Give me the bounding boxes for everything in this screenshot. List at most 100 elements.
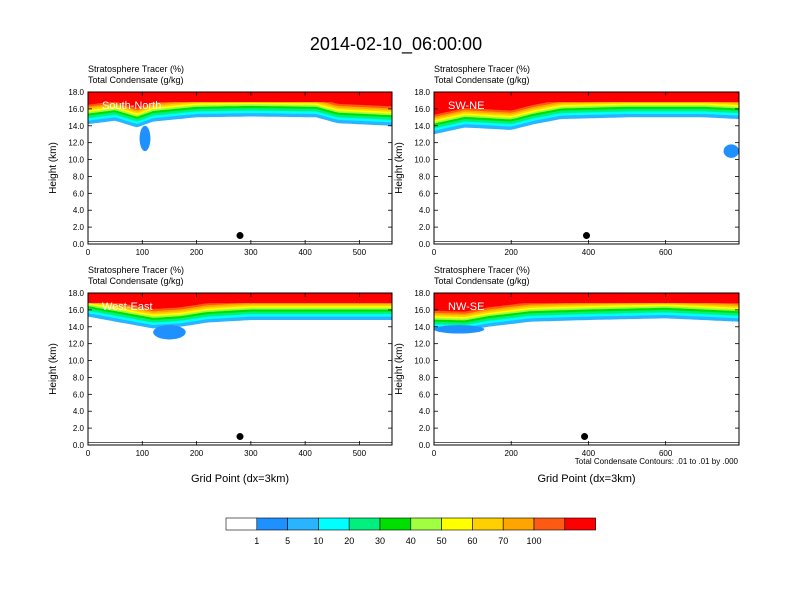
y-tick-label: 6.0 xyxy=(73,189,85,198)
x-tick-label: 100 xyxy=(136,248,150,257)
y-tick-label: 10.0 xyxy=(68,156,84,165)
panel-title-line: Total Condensate (g/kg) xyxy=(434,276,530,286)
panel-3: West-East Stratosphere Tracer (%)Total Co… xyxy=(48,265,393,485)
plot-frame xyxy=(433,292,740,446)
y-tick-label: 8.0 xyxy=(419,373,431,382)
x-tick-label: 200 xyxy=(505,248,519,257)
x-tick-label: 0 xyxy=(432,449,437,458)
y-tick-label: 2.0 xyxy=(419,223,431,232)
tracer-blob xyxy=(434,325,485,334)
x-tick-label: 600 xyxy=(659,248,673,257)
y-tick-label: 4.0 xyxy=(73,407,85,416)
colorbar-swatch xyxy=(472,517,504,531)
panel-title-line: Total Condensate (g/kg) xyxy=(88,276,184,286)
colorbar-swatch xyxy=(256,517,288,531)
colorbar-swatch xyxy=(564,517,596,531)
panel-title-line: Stratosphere Tracer (%) xyxy=(88,64,184,74)
colorbar-label: 100 xyxy=(526,536,541,546)
tracer-band-top xyxy=(88,293,392,304)
x-tick-label: 400 xyxy=(582,449,596,458)
tracer-band-top xyxy=(88,92,392,103)
tracer-blob xyxy=(723,144,739,158)
x-tick-label: 0 xyxy=(432,248,437,257)
x-tick-label: 400 xyxy=(582,248,596,257)
panel-title-line: Stratosphere Tracer (%) xyxy=(434,265,530,275)
colorbar-swatch xyxy=(225,517,258,531)
y-axis-label: Height (km) xyxy=(48,142,59,194)
panel-title-line: Stratosphere Tracer (%) xyxy=(88,265,184,275)
colorbar-swatch xyxy=(287,517,319,531)
plot-frame xyxy=(87,91,393,245)
colorbar-label: 60 xyxy=(467,536,477,546)
y-tick-label: 4.0 xyxy=(73,206,85,215)
y-tick-label: 14.0 xyxy=(68,323,84,332)
x-tick-label: 500 xyxy=(353,449,367,458)
y-tick-label: 2.0 xyxy=(73,424,85,433)
panel-label: NW-SE xyxy=(448,301,484,313)
panel-label: SW-NE xyxy=(448,100,484,112)
colorbar: 1 5 10 20 30 40 50 60 70 100 xyxy=(225,517,596,546)
y-tick-label: 16.0 xyxy=(414,306,430,315)
colorbar-swatch xyxy=(379,517,412,531)
y-tick-label: 18.0 xyxy=(68,289,84,298)
y-tick-label: 0.0 xyxy=(73,441,85,450)
contour-note: Total Condensate Contours: .01 to .01 by… xyxy=(575,457,739,466)
station-marker xyxy=(236,232,244,240)
y-tick-label: 18.0 xyxy=(68,88,84,97)
panel-label: South-North xyxy=(102,100,161,112)
y-tick-label: 12.0 xyxy=(68,340,84,349)
y-tick-label: 0.0 xyxy=(419,441,431,450)
x-tick-label: 100 xyxy=(136,449,150,458)
x-tick-label: 200 xyxy=(190,248,204,257)
y-tick-label: 0.0 xyxy=(419,240,431,249)
colorbar-label: 70 xyxy=(498,536,508,546)
colorbar-swatch xyxy=(441,517,473,531)
panel-label: West-East xyxy=(102,301,153,313)
colorbar-swatch xyxy=(533,517,566,531)
colorbar-label: 30 xyxy=(375,536,385,546)
y-axis-label: Height (km) xyxy=(394,142,405,194)
panel-title-line: Total Condensate (g/kg) xyxy=(88,75,184,85)
tracer-band-top xyxy=(434,92,739,103)
x-axis-label: Grid Point (dx=3km) xyxy=(537,473,635,485)
panel-title-line: Total Condensate (g/kg) xyxy=(434,75,530,85)
colorbar-swatch xyxy=(410,517,442,531)
x-tick-label: 500 xyxy=(353,248,367,257)
y-tick-label: 6.0 xyxy=(73,390,85,399)
plot-area xyxy=(434,92,739,242)
station-marker xyxy=(583,232,590,240)
y-tick-label: 10.0 xyxy=(68,357,84,366)
tracer-band-top xyxy=(434,293,739,304)
station-marker xyxy=(236,433,244,441)
plot-area xyxy=(88,92,392,242)
y-tick-label: 8.0 xyxy=(73,373,85,382)
x-tick-label: 600 xyxy=(659,449,673,458)
y-tick-label: 8.0 xyxy=(73,172,85,181)
y-tick-label: 6.0 xyxy=(419,390,431,399)
colorbar-label: 50 xyxy=(437,536,447,546)
y-tick-label: 12.0 xyxy=(414,340,430,349)
panel-title-line: Stratosphere Tracer (%) xyxy=(434,64,530,74)
y-tick-label: 16.0 xyxy=(68,306,84,315)
y-tick-label: 8.0 xyxy=(419,172,431,181)
x-tick-label: 200 xyxy=(505,449,519,458)
x-tick-label: 400 xyxy=(298,449,312,458)
panel-1: South-North Stratosphere Tracer (%)Total … xyxy=(48,64,393,257)
colorbar-label: 20 xyxy=(344,536,354,546)
y-tick-label: 12.0 xyxy=(68,139,84,148)
y-tick-label: 12.0 xyxy=(414,139,430,148)
y-tick-label: 14.0 xyxy=(68,122,84,131)
x-tick-label: 200 xyxy=(190,449,204,458)
figure-title: 2014-02-10_06:00:00 xyxy=(310,34,482,55)
x-tick-label: 0 xyxy=(86,248,91,257)
y-tick-label: 10.0 xyxy=(414,357,430,366)
y-tick-label: 18.0 xyxy=(414,88,430,97)
colorbar-swatch xyxy=(502,517,535,531)
x-tick-label: 0 xyxy=(86,449,91,458)
y-axis-label: Height (km) xyxy=(48,343,59,395)
colorbar-swatch xyxy=(348,517,381,531)
tracer-blob xyxy=(153,325,186,340)
